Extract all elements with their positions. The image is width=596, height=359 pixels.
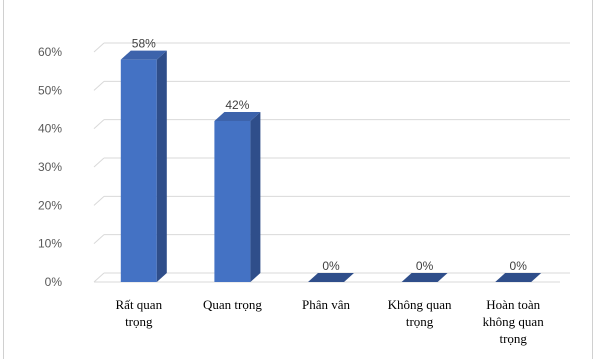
category-label: Hoàn toàn [486, 297, 540, 312]
y-tick-label: 0% [45, 275, 63, 289]
category-label: trọng [125, 314, 153, 329]
category-label: không quan [483, 314, 545, 329]
gridline-depth [93, 157, 105, 168]
data-label: 58% [132, 37, 156, 51]
data-label: 0% [322, 259, 340, 273]
bar-top [120, 50, 167, 60]
category-label: Không quan [388, 297, 452, 312]
bar-flat [308, 273, 354, 282]
data-label: 0% [416, 259, 434, 273]
bar [214, 121, 251, 282]
gridline-depth [93, 42, 105, 53]
y-tick-label: 40% [38, 122, 62, 136]
y-tick-label: 10% [38, 237, 62, 251]
bar-flat [495, 273, 542, 282]
category-label: trọng [406, 314, 434, 329]
gridline-depth [93, 119, 105, 130]
category-label: Phân vân [302, 297, 351, 312]
category-label: trọng [499, 331, 527, 346]
bar-top [214, 112, 261, 121]
chart-container: 0% 10% 20% 30% 40% 50% 60% 58% Rất quan trọng 42% Q… [3, 0, 593, 359]
category-label: Quan trọng [203, 297, 262, 312]
gridline-depth [93, 272, 105, 283]
bar-chart: 0% 10% 20% 30% 40% 50% 60% 58% Rất quan trọng 42% Q… [38, 37, 570, 346]
y-tick-label: 50% [38, 83, 62, 97]
y-tick-label: 20% [38, 198, 62, 212]
y-tick-label: 60% [38, 45, 62, 59]
y-tick-label: 30% [38, 160, 62, 174]
category-label: Rất quan [116, 297, 163, 312]
bar-side [156, 50, 167, 282]
data-label: 42% [225, 98, 249, 112]
bar-flat [401, 273, 448, 282]
bar-side [250, 112, 261, 282]
data-label: 0% [510, 259, 528, 273]
gridline-depth [93, 234, 105, 245]
gridline-depth [93, 195, 105, 206]
bar [120, 59, 157, 282]
gridline-depth [93, 80, 105, 91]
